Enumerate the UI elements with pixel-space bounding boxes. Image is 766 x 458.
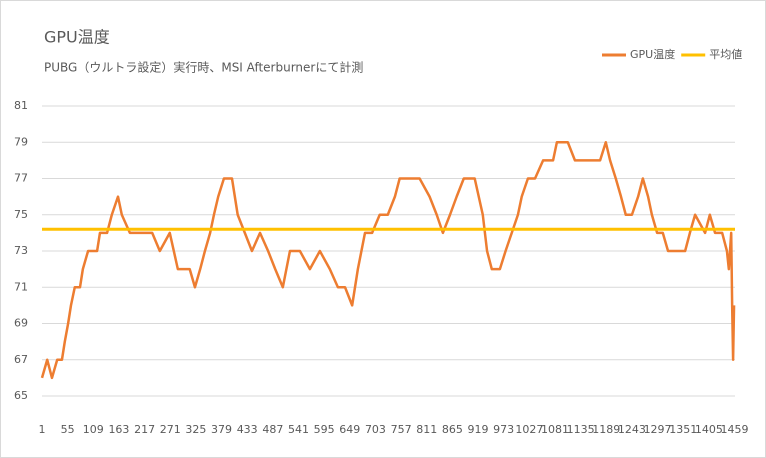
y-tick-label: 81 — [14, 99, 28, 112]
legend-label: GPU温度 — [630, 47, 675, 61]
x-tick-label: 271 — [160, 423, 181, 436]
x-tick-label: 109 — [83, 423, 104, 436]
legend-label: 平均値 — [709, 48, 742, 61]
x-tick-label: 163 — [108, 423, 129, 436]
x-tick-label: 1135 — [567, 423, 595, 436]
x-tick-label: 811 — [416, 423, 437, 436]
chart-title: GPU温度 — [44, 28, 110, 47]
x-tick-label: 1405 — [695, 423, 723, 436]
y-tick-label: 75 — [14, 208, 28, 221]
x-tick-label: 973 — [493, 423, 514, 436]
x-tick-label: 1027 — [515, 423, 543, 436]
x-tick-label: 1459 — [721, 423, 749, 436]
x-tick-label: 487 — [262, 423, 283, 436]
x-tick-label: 541 — [288, 423, 309, 436]
y-tick-label: 73 — [14, 244, 28, 257]
y-tick-label: 65 — [14, 389, 28, 402]
x-tick-label: 217 — [134, 423, 155, 436]
x-tick-label: 1189 — [592, 423, 620, 436]
x-tick-label: 919 — [468, 423, 489, 436]
y-tick-label: 67 — [14, 353, 28, 366]
x-tick-label: 325 — [185, 423, 206, 436]
x-tick-label: 703 — [365, 423, 386, 436]
x-tick-label: 1081 — [541, 423, 569, 436]
x-tick-label: 1297 — [644, 423, 672, 436]
x-tick-label: 433 — [237, 423, 258, 436]
x-tick-label: 649 — [339, 423, 360, 436]
x-tick-label: 865 — [442, 423, 463, 436]
x-tick-label: 379 — [211, 423, 232, 436]
y-tick-label: 69 — [14, 317, 28, 330]
x-tick-label: 1243 — [618, 423, 646, 436]
y-tick-label: 77 — [14, 172, 28, 185]
chart-subtitle: PUBG（ウルトラ設定）実行時、MSI Afterburnerにて計測 — [44, 60, 363, 75]
x-tick-label: 1351 — [669, 423, 697, 436]
x-tick-label: 757 — [391, 423, 412, 436]
x-tick-label: 595 — [314, 423, 335, 436]
x-tick-label: 1 — [39, 423, 46, 436]
y-tick-label: 79 — [14, 135, 28, 148]
y-tick-label: 71 — [14, 280, 28, 293]
x-tick-label: 55 — [61, 423, 75, 436]
